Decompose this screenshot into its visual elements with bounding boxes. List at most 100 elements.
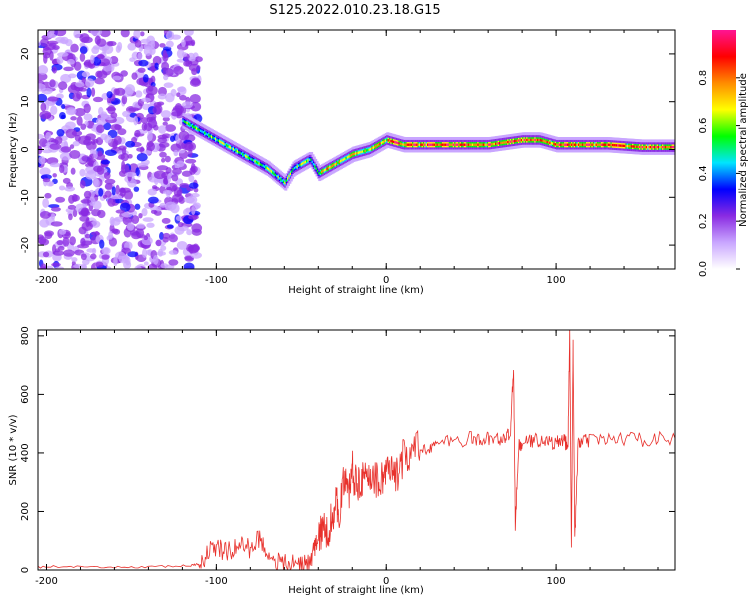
spectrogram-noise-mark [137, 162, 149, 167]
spectrogram-noise-mark [177, 222, 184, 228]
spectrogram-noise-mark [137, 67, 146, 73]
spectrogram-noise-mark [103, 122, 112, 131]
spectrogram-noise-mark [147, 196, 159, 204]
chart-title: S125.2022.010.23.18.G15 [269, 3, 440, 18]
spectrogram-noise-mark [55, 36, 66, 43]
spectrogram-noise-mark [117, 128, 127, 136]
spectrogram-noise-mark [38, 65, 49, 75]
snr-x-tick-label: -200 [35, 576, 58, 587]
spectrogram-noise-mark [84, 136, 92, 141]
spectrogram-noise-mark [72, 208, 78, 218]
spectrogram-x-tick-label: -200 [35, 275, 58, 286]
snr-y-tick-label: 800 [20, 326, 31, 345]
spectrogram-noise-mark [179, 183, 190, 189]
spectrogram-noise-mark [127, 251, 139, 258]
spectrogram-noise-mark [191, 77, 201, 86]
spectrogram-noise-mark [162, 67, 174, 77]
spectrogram-noise-mark [95, 70, 103, 79]
spectrogram-noise-mark [156, 251, 166, 256]
spectrogram-noise-mark [38, 41, 41, 47]
spectrogram-x-axis-label: Height of straight line (km) [288, 285, 424, 296]
spectrogram-noise-mark [160, 110, 172, 119]
spectrogram-noise-mark [152, 55, 162, 66]
spectrogram-noise-mark [86, 87, 92, 98]
spectrogram-noise-mark [85, 166, 96, 174]
spectrogram-noise-mark [42, 251, 50, 258]
spectrogram-noise-mark [147, 131, 153, 142]
spectrogram-noise-mark [72, 140, 80, 147]
spectrogram-noise-mark [41, 149, 53, 154]
spectrogram-noise-mark [121, 160, 126, 171]
spectrogram-noise-mark [121, 94, 128, 105]
spectrogram-noise-mark [141, 117, 149, 124]
spectrogram-noise-mark [104, 149, 117, 156]
spectrogram-noise-mark [55, 248, 60, 253]
spectrogram-noise-mark [104, 183, 113, 190]
spectrogram-noise-mark [81, 155, 91, 162]
spectrogram-noise-mark [143, 261, 149, 266]
spectrogram-noise-mark [98, 188, 104, 197]
spectrogram-noise-mark [161, 217, 171, 224]
spectrogram-noise-mark [160, 263, 169, 269]
spectrogram-noise-mark [97, 150, 103, 157]
spectrogram-y-tick-label: -10 [20, 189, 31, 205]
spectrogram-x-tick-label: 100 [547, 275, 566, 286]
spectrogram-noise-mark [97, 53, 105, 60]
spectrogram-noise-mark [140, 31, 145, 37]
spectrogram-noise-mark [164, 201, 177, 211]
spectrogram-noise-mark [191, 68, 198, 76]
spectrogram-noise-mark [146, 117, 154, 122]
spectrogram-noise-mark [110, 124, 122, 131]
spectrogram-noise-mark [145, 249, 152, 256]
spectrogram-noise-mark [75, 81, 85, 88]
spectrogram-noise-mark [113, 228, 121, 235]
spectrogram-noise-mark [146, 222, 155, 228]
spectrogram-noise-mark [181, 101, 193, 109]
spectrogram-noise-mark [151, 65, 156, 73]
spectrogram-noise-mark [142, 248, 148, 259]
spectrogram-noise-mark [132, 210, 138, 216]
spectrogram-noise-mark [52, 66, 57, 74]
spectrogram-noise-mark [193, 187, 199, 193]
spectrogram-noise-mark [80, 237, 86, 247]
spectrogram-noise-mark [128, 107, 140, 112]
spectrogram-noise-mark [96, 124, 105, 134]
spectrogram-noise-mark [157, 134, 168, 140]
spectrogram-noise-mark [106, 106, 117, 112]
spectrogram-noise-mark [80, 123, 87, 130]
spectrogram-noise-mark [131, 72, 138, 80]
spectrogram-noise-mark [188, 175, 195, 183]
spectrogram-noise-mark [185, 158, 197, 164]
spectrogram-noise-mark [81, 264, 87, 269]
spectrogram-noise-mark [49, 79, 56, 88]
spectrogram-noise-mark [126, 222, 135, 231]
spectrogram-noise-mark [190, 162, 196, 172]
spectrogram-noise-mark [56, 128, 65, 137]
spectrogram-noise-mark [136, 153, 148, 162]
spectrogram-noise-mark [108, 230, 114, 240]
spectrogram-noise-mark [71, 257, 78, 263]
colorbar [712, 30, 736, 269]
spectrogram-noise-mark [169, 135, 175, 142]
spectrogram-noise-mark [190, 101, 202, 112]
snr-y-tick-label: 200 [20, 502, 31, 521]
spectrogram-noise-mark [154, 176, 159, 186]
spectrogram-noise-mark [107, 197, 116, 207]
spectrogram-noise-mark [79, 215, 90, 222]
spectrogram-noise-mark [119, 202, 131, 212]
spectrogram-noise-mark [56, 240, 64, 246]
spectrogram-noise-mark [46, 180, 55, 187]
snr-panel: -200 -100 0 100 0 200 400 600 800 Height of stra… [8, 326, 676, 596]
spectrogram-noise-mark [159, 232, 164, 241]
spectrogram-noise-mark [110, 112, 118, 119]
spectrogram-noise-mark [106, 91, 113, 99]
spectrogram-noise-mark [171, 167, 182, 175]
spectrogram-noise-mark [117, 41, 123, 51]
spectrogram-noise-mark [135, 90, 143, 98]
spectrogram-noise-mark [103, 172, 111, 180]
spectrogram-noise-mark [42, 52, 51, 59]
spectrogram-noise-mark [62, 177, 71, 184]
spectrogram-noise-mark [176, 241, 188, 250]
spectrogram-noise-mark [91, 208, 101, 217]
